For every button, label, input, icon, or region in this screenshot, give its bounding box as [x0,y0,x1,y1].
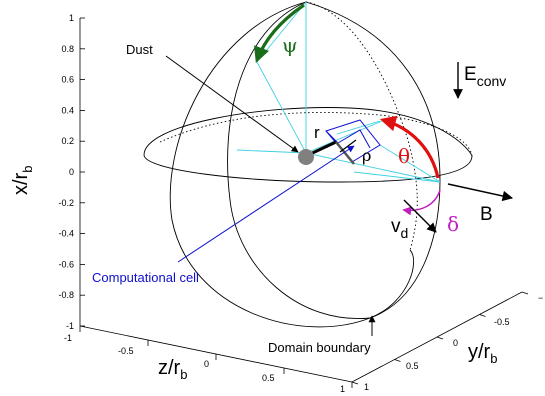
z-axis-label: z/rb [158,357,187,382]
z-tick-label: 0.5 [262,373,275,383]
psi-ray-line [256,61,307,154]
v-d-arrow [403,199,437,233]
z-tick-label: -0.5 [118,346,134,356]
delta-label: δ [447,212,459,236]
x-tick-label: 0.2 [61,136,74,146]
x-ticks: 1 0.8 0.6 0.4 0.2 0 -0.2 -0.4 -0.6 -0.8 … [58,13,85,331]
proj-line-3 [353,171,441,183]
psi-arc [254,3,305,63]
position-vectors [305,139,357,165]
y-tick-label: − [538,293,543,303]
dust-label: Dust [126,42,153,57]
x-tick-label: -0.4 [58,229,74,239]
psi-label: ψ [282,33,298,57]
cell-pointer-arrow [177,145,355,263]
rho-label: ρ [362,146,371,165]
x-tick-label: -0.2 [58,198,74,208]
z-ticks: -1 -0.5 0 0.5 1 [64,326,353,394]
meridian-front [169,1,414,328]
theta-ray-line [305,120,383,154]
r-label: r [314,123,320,142]
axes-frame [79,18,523,383]
computational-cell-box [325,119,381,163]
x-tick-label: -0.6 [58,259,74,269]
theta-label: θ [398,144,410,168]
x-tick-label: -1 [66,321,74,331]
z-tick-label: 1 [340,384,345,394]
domain-boundary-label: Domain boundary [268,340,371,355]
x-tick-label: 0.4 [61,105,74,115]
y-ticks: 1 0.5 0 -0.5 − [351,291,543,392]
delta-arc [402,189,441,216]
z-tick-label: -1 [64,333,72,343]
v-d-label: vd [391,216,408,241]
rho-vector [335,141,355,165]
b-label: B [480,204,493,225]
theta-arc [379,115,440,179]
b-ray-line [305,152,441,183]
y-axis-label: y/rb [468,341,497,366]
x-tick-label: 0.8 [61,44,74,54]
y-tick-label: 0 [453,338,458,348]
proj-line-2 [379,144,441,183]
svg-text:x/rb: x/rb [10,166,35,195]
e-conv-label: Econv [464,64,506,89]
cell-diag-line [336,120,381,135]
equator-back [159,112,473,157]
dust-particle [298,149,314,165]
x-tick-label: 0 [69,167,74,177]
dust-pointer-arrow [165,55,299,153]
y-tick-label: 1 [364,382,369,392]
x-tick-label: -0.8 [58,290,74,300]
computational-cell-label: Computational cell [92,270,199,285]
y-tick-label: -0.5 [494,317,510,327]
z-tick-label: 0 [204,359,209,369]
proj-line-1 [236,149,307,154]
x-tick-label: 1 [69,13,74,23]
b-field-arrow [447,183,514,202]
y-tick-label: 0.5 [406,361,419,371]
x-tick-label: 0.6 [61,75,74,85]
x-axis-label: x/rb [10,166,35,195]
